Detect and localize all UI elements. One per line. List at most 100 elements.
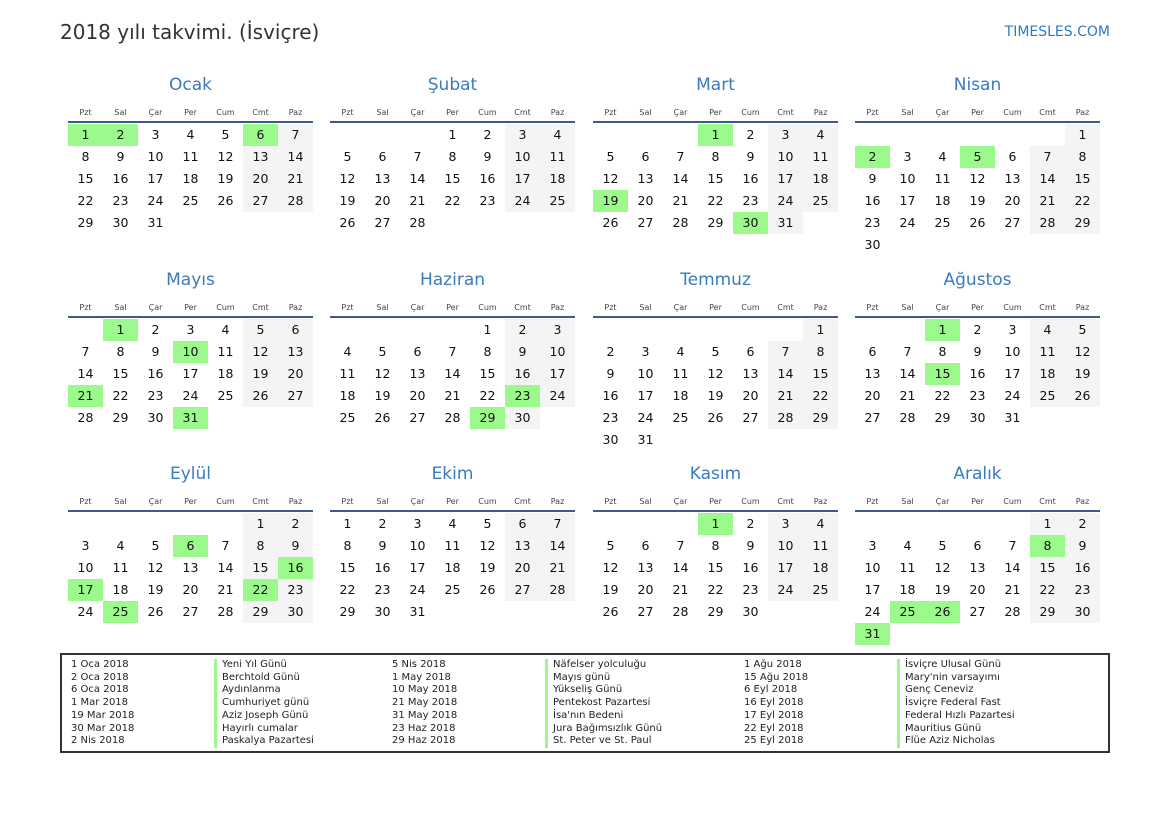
day-cell: 12: [339, 171, 356, 186]
day-cell-weekend: 26: [243, 385, 278, 407]
weekday-label: Çar: [148, 302, 163, 312]
day-cell-weekend: 3: [768, 124, 803, 146]
day-cell-holiday: 6: [243, 124, 278, 146]
month-5: Mayıs Pzt Sal Çar Per Cum Cmt Paz 1 2 3 4 5 6 7 8 9 10 11 1…: [68, 265, 313, 429]
day-cell-weekend: 21: [540, 557, 575, 579]
day-cell: 17: [409, 560, 426, 575]
weekday-label: Çar: [148, 496, 163, 506]
empty-cell: [68, 513, 103, 535]
day-cell: 12: [602, 171, 619, 186]
day-cell: 19: [479, 560, 496, 575]
holiday-date: 15 Ağu 2018: [744, 671, 809, 683]
holiday-name: İsviçre Federal Fast: [897, 697, 1015, 710]
month-3: Mart Pzt Sal Çar Per Cum Cmt Paz 1 2 3 4 5 6 7 8 9 10 11 12…: [593, 70, 838, 234]
day-cell: 2: [606, 344, 615, 359]
month-title: Ekim: [431, 464, 474, 484]
day-cell: 29: [339, 604, 356, 619]
day-cell-weekend: 15: [1030, 557, 1065, 579]
day-cell: 8: [483, 344, 492, 359]
day-cell: 19: [934, 582, 951, 597]
day-cell: 20: [742, 388, 759, 403]
holiday-date: 10 May 2018: [392, 684, 458, 696]
empty-cell: [435, 319, 470, 341]
day-cell: 13: [409, 366, 426, 381]
day-cell: 3: [81, 538, 90, 553]
day-cell: 20: [969, 582, 986, 597]
day-grid: 1 2 3 4 5 6 7 8 9 10 11 12 13 14 15 16 17 18 19 20 21 22 23 24 2…: [330, 319, 575, 429]
day-cell-weekend: 17: [505, 168, 540, 190]
day-cell: 8: [81, 149, 90, 164]
day-cell: 14: [1004, 560, 1021, 575]
empty-cell: [68, 319, 103, 341]
empty-cell: [960, 124, 995, 146]
day-cell-weekend: 29: [1030, 601, 1065, 623]
day-cell: 6: [413, 344, 422, 359]
day-cell: 22: [77, 193, 94, 208]
day-cell-weekend: 21: [1030, 190, 1065, 212]
day-cell: 27: [742, 410, 759, 425]
day-cell: 14: [77, 366, 94, 381]
holiday-name: Berchtold Günü: [214, 671, 314, 685]
day-grid: 1 2 3 4 5 6 7 8 9 10 11 12 13 14 15 16 17 18 19 20 21 22 23 24 2…: [68, 124, 313, 234]
holiday-date: 30 Mar 2018: [71, 722, 135, 734]
day-cell: 18: [672, 388, 689, 403]
holiday-name: Mayıs günü: [545, 671, 662, 685]
day-grid: 1 2 3 4 5 6 7 8 9 10 11 12 13 14 15 16 17 18 19 20 21 22 23 24 2…: [68, 513, 313, 623]
day-cell: 8: [343, 538, 352, 553]
empty-cell: [400, 124, 435, 146]
day-cell: 18: [339, 388, 356, 403]
month-title: Eylül: [169, 464, 212, 484]
day-cell: 19: [602, 582, 619, 597]
day-cell: 28: [899, 410, 916, 425]
day-cell-weekend: 26: [1065, 385, 1100, 407]
day-cell: 5: [938, 538, 947, 553]
site-brand-link[interactable]: TIMESLES.COM: [1004, 24, 1110, 40]
day-cell: 7: [676, 538, 685, 553]
day-grid: 1 2 3 4 5 6 7 8 9 10 11 12 13 14 15 16 17 18 19 20 21 22 23 24 2…: [855, 513, 1100, 645]
day-cell: 20: [1004, 193, 1021, 208]
day-cell: 10: [637, 366, 654, 381]
day-cell: 28: [672, 215, 689, 230]
day-cell: 4: [938, 149, 947, 164]
weekday-label: Per: [184, 496, 197, 506]
weekday-label: Sal: [639, 496, 652, 506]
legend-names: Yeni Yıl Günü Berchtold Günü Aydınlanma Cum…: [214, 659, 314, 748]
day-cell: 10: [1004, 344, 1021, 359]
day-cell-weekend: 18: [540, 168, 575, 190]
day-cell-weekend: 7: [540, 513, 575, 535]
month-title: Aralık: [953, 464, 1002, 484]
empty-cell: [733, 319, 768, 341]
day-cell: 18: [217, 366, 234, 381]
day-cell-holiday: 1: [68, 124, 103, 146]
day-cell: 16: [112, 171, 129, 186]
weekday-label: Pzt: [604, 107, 617, 117]
day-cell: 5: [151, 538, 160, 553]
empty-cell: [663, 513, 698, 535]
empty-cell: [663, 319, 698, 341]
day-cell-weekend: 15: [1065, 168, 1100, 190]
day-cell-weekend: 3: [768, 513, 803, 535]
day-cell: 28: [672, 604, 689, 619]
holiday-date: 1 Oca 2018: [71, 659, 129, 670]
weekday-label: Sal: [639, 302, 652, 312]
empty-cell: [960, 513, 995, 535]
day-cell-weekend: 8: [803, 341, 838, 363]
holiday-name: St. Peter ve St. Paul: [545, 735, 662, 748]
day-cell: 5: [221, 127, 230, 142]
day-cell: 11: [112, 560, 129, 575]
day-cell: 8: [711, 538, 720, 553]
day-grid: 1 2 3 4 5 6 7 8 9 10 11 12 13 14 15 16 17 18 19 20 21 22 23 24 2…: [855, 319, 1100, 429]
weekday-label: Per: [971, 302, 984, 312]
weekday-label: Çar: [935, 496, 950, 506]
day-cell: 27: [864, 410, 881, 425]
day-cell: 30: [864, 237, 881, 252]
day-cell-holiday: 17: [68, 579, 103, 601]
day-cell-holiday: 8: [1030, 535, 1065, 557]
day-cell: 23: [374, 582, 391, 597]
holiday-name: Näfelser yolculuğu: [545, 659, 662, 672]
day-cell-weekend: 4: [803, 513, 838, 535]
day-cell: 30: [602, 432, 619, 447]
weekday-label: Per: [971, 107, 984, 117]
month-title: Mayıs: [166, 270, 215, 290]
weekday-header: Pzt Sal Çar Per Cum Cmt Paz: [855, 103, 1100, 123]
